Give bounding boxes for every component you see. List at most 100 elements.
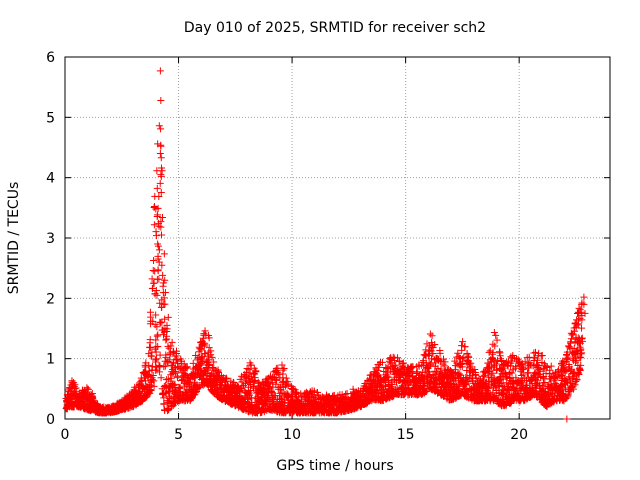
data-point bbox=[153, 332, 161, 340]
data-point bbox=[161, 315, 169, 323]
data-point bbox=[150, 382, 158, 390]
data-point bbox=[67, 395, 75, 403]
data-point bbox=[153, 323, 161, 331]
data-point bbox=[578, 324, 586, 332]
y-tick-label: 0 bbox=[46, 412, 55, 428]
data-point bbox=[194, 384, 202, 392]
data-point bbox=[155, 362, 163, 370]
data-point bbox=[158, 214, 166, 222]
data-point bbox=[168, 338, 176, 346]
data-point bbox=[146, 386, 154, 394]
data-point bbox=[141, 377, 149, 385]
data-point bbox=[238, 378, 246, 386]
data-point bbox=[428, 332, 436, 340]
x-tick-label: 20 bbox=[510, 427, 528, 443]
data-point bbox=[180, 360, 188, 368]
data-point bbox=[163, 321, 171, 329]
data-point bbox=[252, 368, 260, 376]
y-axis-label: SRMTID / TECUs bbox=[6, 182, 22, 295]
axis-ticks: 0 5 10 15 20 0 1 2 3 4 5 6 bbox=[46, 50, 610, 443]
data-point bbox=[167, 342, 175, 350]
data-point bbox=[248, 401, 256, 409]
data-point bbox=[210, 358, 218, 366]
data-point bbox=[204, 361, 212, 369]
data-point bbox=[84, 385, 92, 393]
data-point bbox=[201, 327, 209, 335]
data-point bbox=[161, 276, 169, 284]
data-point bbox=[150, 256, 158, 264]
data-point bbox=[154, 211, 162, 219]
data-point bbox=[71, 381, 79, 389]
data-point bbox=[205, 334, 213, 342]
data-point bbox=[157, 96, 165, 104]
data-point bbox=[421, 351, 429, 359]
data-point bbox=[208, 364, 216, 372]
data-point bbox=[208, 353, 216, 361]
y-tick-label: 5 bbox=[46, 110, 55, 126]
data-point bbox=[222, 378, 230, 386]
data-point bbox=[164, 357, 172, 365]
data-point bbox=[272, 376, 280, 384]
data-point bbox=[243, 365, 251, 373]
data-point bbox=[191, 378, 199, 386]
data-point bbox=[245, 366, 253, 374]
data-point bbox=[160, 294, 168, 302]
y-tick-label: 3 bbox=[46, 231, 55, 247]
x-tick-label: 10 bbox=[283, 427, 301, 443]
data-point bbox=[162, 353, 170, 361]
data-point bbox=[268, 388, 276, 396]
data-point bbox=[174, 359, 182, 367]
data-point bbox=[161, 362, 169, 370]
data-point bbox=[155, 246, 163, 254]
data-point bbox=[156, 67, 164, 75]
data-point bbox=[161, 288, 169, 296]
data-point bbox=[160, 250, 168, 258]
data-point bbox=[223, 375, 231, 383]
data-point bbox=[156, 179, 164, 187]
grid bbox=[65, 57, 610, 419]
data-point bbox=[205, 360, 213, 368]
data-point bbox=[158, 231, 166, 239]
data-point bbox=[247, 361, 255, 369]
data-point bbox=[160, 400, 168, 408]
data-point bbox=[514, 355, 522, 363]
data-point bbox=[175, 364, 183, 372]
data-point bbox=[183, 363, 191, 371]
chart-title: Day 010 of 2025, SRMTID for receiver sch… bbox=[184, 20, 486, 36]
data-point bbox=[147, 313, 155, 321]
data-point bbox=[172, 369, 180, 377]
y-tick-label: 1 bbox=[46, 352, 55, 368]
data-point bbox=[250, 378, 258, 386]
data-point bbox=[153, 355, 161, 363]
data-point bbox=[241, 380, 249, 388]
data-point bbox=[155, 122, 163, 130]
data-point bbox=[153, 184, 161, 192]
data-point bbox=[159, 282, 167, 290]
data-point bbox=[152, 232, 160, 240]
data-point bbox=[154, 343, 162, 351]
data-point bbox=[161, 389, 169, 397]
y-tick-label: 2 bbox=[46, 291, 55, 307]
data-point bbox=[148, 376, 156, 384]
data-point bbox=[152, 286, 160, 294]
data-point bbox=[251, 376, 259, 384]
data-point bbox=[195, 383, 203, 391]
data-point bbox=[571, 319, 579, 327]
data-point bbox=[157, 154, 165, 162]
data-point bbox=[563, 415, 571, 423]
data-point bbox=[152, 311, 160, 319]
data-point bbox=[157, 142, 165, 150]
y-tick-label: 6 bbox=[46, 50, 55, 66]
data-point bbox=[145, 361, 153, 369]
data-point bbox=[162, 376, 170, 384]
y-tick-label: 4 bbox=[46, 171, 55, 187]
data-point bbox=[155, 192, 163, 200]
data-point bbox=[426, 330, 434, 338]
data-point bbox=[162, 336, 170, 344]
data-point bbox=[157, 172, 165, 180]
data-point bbox=[150, 221, 158, 229]
data-point bbox=[154, 266, 162, 274]
data-point bbox=[186, 379, 194, 387]
data-point bbox=[489, 340, 497, 348]
